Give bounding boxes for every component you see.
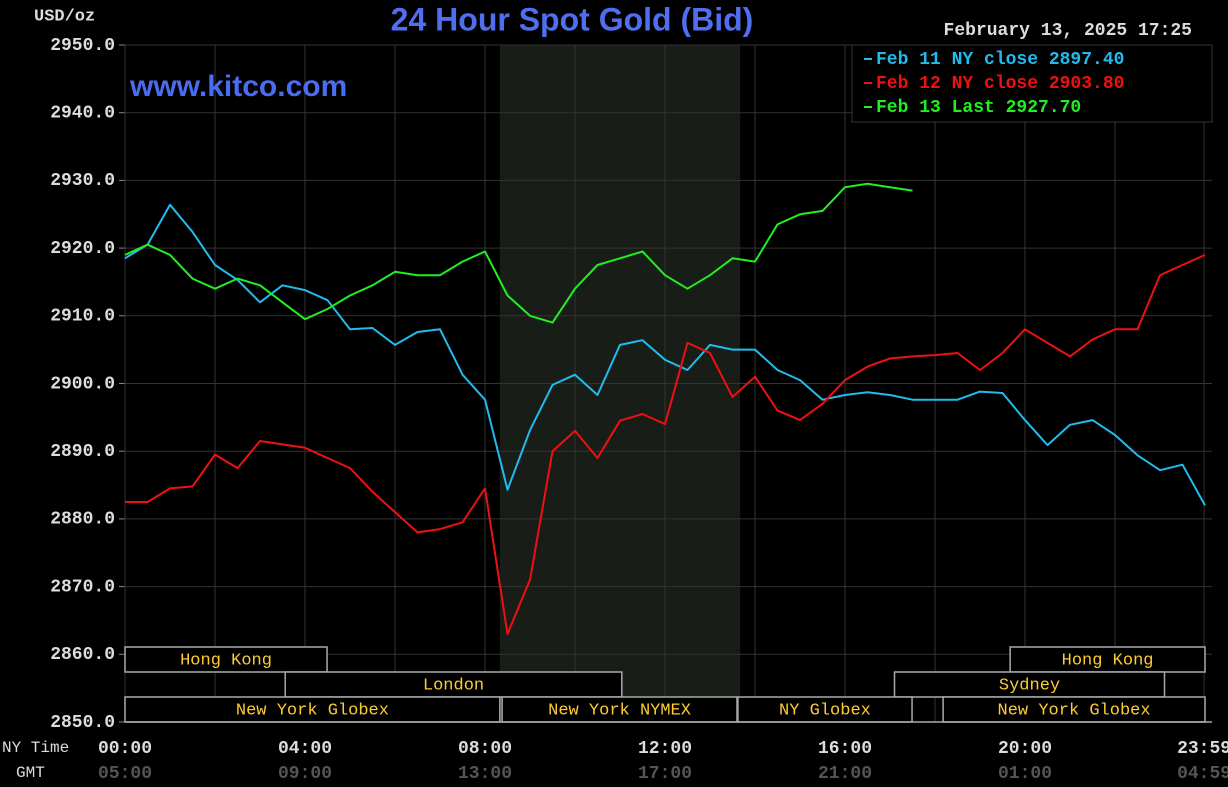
chart-title: 24 Hour Spot Gold (Bid) xyxy=(391,1,754,37)
x-tick-label: 12:00 xyxy=(638,739,692,759)
legend-label: Feb 13 Last 2927.70 xyxy=(876,98,1081,118)
x2-tick-label: 05:00 xyxy=(98,764,152,784)
y-tick-label: 2850.0 xyxy=(50,713,115,733)
session-box xyxy=(893,671,1166,698)
x2-tick-label: 09:00 xyxy=(278,764,332,784)
timestamp: February 13, 2025 17:25 xyxy=(944,21,1192,41)
session-label: Hong Kong xyxy=(1062,651,1154,670)
session-label: NY Globex xyxy=(779,701,871,720)
y-tick-label: 2870.0 xyxy=(50,577,115,597)
session-label: Hong Kong xyxy=(180,651,272,670)
y-tick-label: 2910.0 xyxy=(50,307,115,327)
session-box xyxy=(942,696,1206,723)
session-box xyxy=(737,696,913,723)
x-tick-label: 20:00 xyxy=(998,739,1052,759)
y-tick-label: 2900.0 xyxy=(50,374,115,394)
session-label: New York Globex xyxy=(236,701,389,720)
session-box xyxy=(1009,646,1206,673)
y-tick-label: 2860.0 xyxy=(50,645,115,665)
y-tick-label: 2880.0 xyxy=(50,510,115,530)
session-box xyxy=(501,696,738,723)
y-tick-label: 2890.0 xyxy=(50,442,115,462)
legend-label: Feb 12 NY close 2903.80 xyxy=(876,74,1124,94)
x-tick-label: 16:00 xyxy=(818,739,872,759)
y-tick-label: 2940.0 xyxy=(50,103,115,123)
x-tick-label: 08:00 xyxy=(458,739,512,759)
x2-axis-label: GMT xyxy=(16,764,45,782)
watermark: www.kitco.com xyxy=(129,70,347,103)
price-line xyxy=(124,182,913,324)
x2-tick-label: 04:59 xyxy=(1177,764,1228,784)
session-box xyxy=(124,646,328,673)
y-tick-label: 2950.0 xyxy=(50,36,115,56)
y-tick-label: 2930.0 xyxy=(50,171,115,191)
x2-tick-label: 21:00 xyxy=(818,764,872,784)
y-tick-label: 2920.0 xyxy=(50,239,115,259)
x-tick-label: 23:59 xyxy=(1177,739,1228,759)
price-line xyxy=(125,253,1206,635)
session-label: New York NYMEX xyxy=(548,701,691,720)
x-tick-label: 04:00 xyxy=(278,739,332,759)
session-box xyxy=(284,671,623,698)
y-axis-label: USD/oz xyxy=(34,7,95,26)
session-label: Sydney xyxy=(999,676,1060,695)
x-axis-label: NY Time xyxy=(2,739,69,757)
session-label: New York Globex xyxy=(998,701,1151,720)
legend-box xyxy=(851,44,1213,123)
x-tick-label: 00:00 xyxy=(98,739,152,759)
x2-tick-label: 17:00 xyxy=(638,764,692,784)
x2-tick-label: 13:00 xyxy=(458,764,512,784)
x2-tick-label: 01:00 xyxy=(998,764,1052,784)
session-label: London xyxy=(423,676,484,695)
session-box xyxy=(124,696,501,723)
legend-label: Feb 11 NY close 2897.40 xyxy=(876,50,1124,70)
price-line xyxy=(124,203,1206,506)
